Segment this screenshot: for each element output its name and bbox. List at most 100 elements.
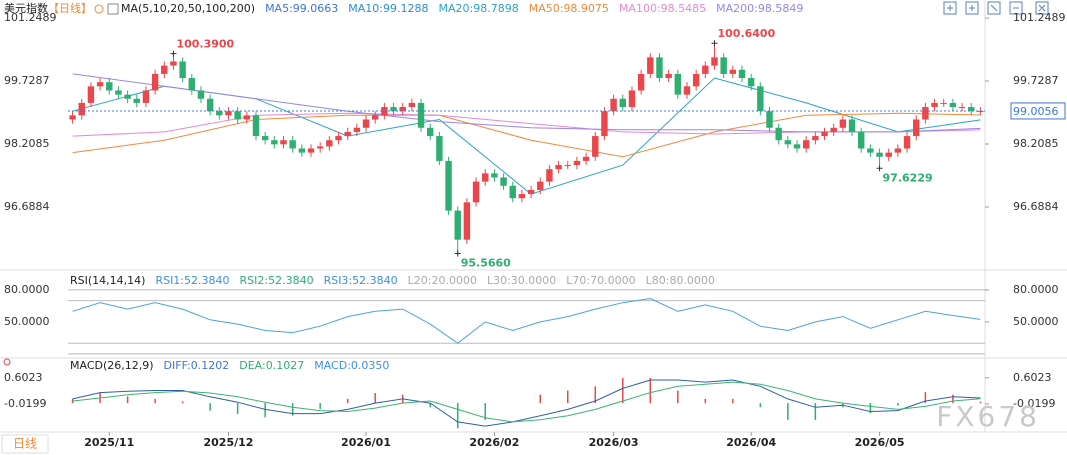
candle-body [216, 111, 223, 116]
y-tick-label: 98.2085 [1013, 137, 1059, 150]
candle-body [170, 61, 177, 66]
candle-body [802, 140, 810, 149]
candle-body [188, 78, 196, 91]
settings-icon[interactable] [3, 358, 11, 366]
candle-body [958, 107, 966, 109]
candle-body [335, 136, 342, 141]
candle-body [913, 119, 920, 137]
candle-body [839, 119, 847, 128]
x-tick-label: 2026/04 [726, 436, 776, 449]
candle-body [417, 102, 425, 128]
extreme-marker [876, 165, 883, 172]
candle-body [69, 115, 76, 120]
y-tick-label: -0.0199 [1013, 397, 1055, 410]
candle-body [656, 57, 663, 79]
y-tick-label: -0.0199 [4, 397, 46, 410]
candle-body [775, 127, 782, 141]
tool-icon[interactable] [1009, 1, 1023, 15]
candle-body [206, 98, 214, 112]
candle-body [757, 86, 764, 112]
candle-body [729, 69, 737, 74]
candle-body [316, 146, 324, 149]
x-tick-label: 2025/12 [203, 436, 253, 449]
extreme-marker [711, 40, 718, 47]
last-price-box [1010, 102, 1066, 120]
candle-body [371, 115, 379, 120]
candle-body [261, 136, 269, 141]
candle-body [747, 78, 755, 87]
y-tick-label: 80.0000 [4, 283, 50, 296]
candle-body [610, 98, 617, 112]
candle-body [601, 111, 608, 137]
y-tick-label: 96.6884 [4, 200, 50, 213]
candle-body [573, 160, 581, 166]
candle-body [628, 90, 636, 108]
tool-icon[interactable] [1035, 1, 1049, 15]
ma-line [72, 77, 981, 195]
candle-body [326, 140, 333, 147]
candle-body [445, 160, 452, 211]
x-tick-label: 2026/02 [469, 436, 519, 449]
period-button-label[interactable]: 日线 [13, 437, 37, 451]
legend-item: DEA:0.1027 [239, 359, 304, 372]
chart-period: 【日线】 [48, 1, 92, 15]
candle-body [151, 73, 159, 91]
extreme-marker [170, 50, 177, 57]
candle-body [812, 136, 819, 141]
watermark: FX678 [936, 400, 1040, 433]
ma-title: MA(5,10,20,50,100,200) [121, 2, 255, 15]
rsi-line [72, 297, 981, 344]
candle-body [867, 148, 874, 153]
candle-body [179, 61, 186, 79]
candle-body [949, 102, 957, 108]
candle-body [702, 65, 709, 74]
candle-body [87, 86, 95, 103]
candle-body [637, 73, 645, 91]
candle-body [271, 140, 278, 145]
legend-item: MA100:98.5485 [619, 2, 706, 15]
y-tick-label: 101.2489 [1013, 11, 1066, 24]
candle-body [252, 115, 260, 137]
legend-item: RSI2:52.3840 [240, 274, 314, 287]
tool-icon[interactable] [943, 1, 957, 15]
y-tick-label: 0.6023 [4, 371, 43, 384]
candle-body [133, 98, 140, 103]
y-tick-label: 99.7287 [4, 74, 50, 87]
candle-body [518, 194, 526, 199]
legend-item: RSI1:52.3840 [155, 274, 229, 287]
legend-item: MA200:98.5849 [716, 2, 803, 15]
candle-body [307, 148, 315, 153]
candle-body [647, 57, 654, 74]
candle-body [298, 148, 306, 153]
ma-line [72, 112, 981, 158]
tool-icon[interactable] [987, 1, 1001, 15]
extreme-label: 100.6400 [717, 27, 775, 40]
tool-icon[interactable] [965, 1, 979, 15]
legend-item: MA50:98.9075 [529, 2, 609, 15]
candle-body [289, 140, 296, 149]
legend-item: L80:80.0000 [646, 274, 715, 287]
x-tick-label: 2026/05 [855, 436, 905, 449]
period-button[interactable] [1, 434, 49, 454]
chart-title: RSI(14,14,14) [70, 274, 145, 287]
chart-title: MACD(26,12,9) [70, 359, 154, 372]
legend-item: MACD:0.0350 [314, 359, 389, 372]
candle-body [362, 119, 370, 128]
last-price-label: 99.0056 [1013, 105, 1059, 118]
candle-body [968, 107, 975, 112]
y-tick-label: 50.0000 [1013, 315, 1059, 328]
candle-body [940, 102, 947, 104]
candle-body [243, 115, 251, 120]
candle-body [234, 111, 241, 120]
candle-body [848, 119, 856, 132]
x-tick-label: 2026/03 [589, 436, 639, 449]
candle-body [665, 73, 672, 79]
ma-icon [107, 3, 119, 15]
extreme-marker [454, 250, 461, 257]
candle-body [885, 152, 892, 157]
legend-item: L20:20.0000 [408, 274, 477, 287]
candle-body [106, 82, 113, 91]
candle-body [546, 169, 553, 182]
